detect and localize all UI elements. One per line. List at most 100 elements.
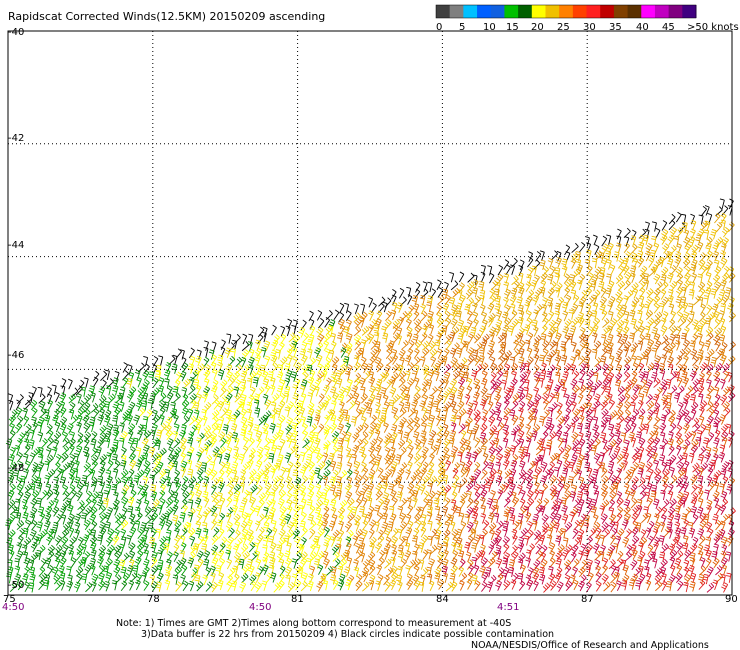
wind-barb-feather: [503, 372, 508, 375]
wind-barb-feather: [639, 373, 645, 377]
wind-barb-feather: [118, 403, 124, 407]
wind-barb: [498, 352, 506, 360]
wind-barb: [624, 335, 629, 345]
wind-barb-feather: [417, 318, 422, 323]
wind-barb-feather: [363, 362, 369, 366]
wind-barb-feather: [530, 409, 534, 414]
wind-barb-feather: [638, 318, 644, 322]
wind-barb-feather: [471, 291, 477, 294]
wind-barb-feather: [457, 404, 462, 409]
wind-barb-feather: [294, 380, 299, 384]
wind-barb-feather: [548, 273, 554, 276]
wind-barb-feather: [492, 312, 496, 317]
wind-barb-feather: [84, 397, 88, 402]
wind-barb-feather: [398, 302, 403, 305]
wind-barb-feather: [408, 306, 413, 311]
wind-barb-feather: [528, 411, 533, 416]
wind-barb: [669, 248, 677, 256]
wind-barb-feather: [260, 367, 265, 369]
wind-barb: [638, 275, 646, 284]
wind-barb-feather: [509, 358, 515, 361]
wind-barb-feather: [323, 336, 328, 341]
wind-barb: [460, 334, 464, 344]
wind-barb-feather: [360, 388, 365, 391]
wind-barb-feather: [375, 343, 380, 346]
wind-barb-feather: [163, 406, 168, 409]
wind-barb: [565, 282, 572, 290]
wind-barb-feather: [541, 369, 546, 372]
wind-barb-feather: [585, 259, 590, 261]
wind-barb: [693, 341, 696, 351]
wind-barb: [663, 275, 667, 285]
wind-barb: [691, 238, 696, 247]
wind-barb-feather: [263, 393, 269, 397]
wind-barb-feather: [83, 377, 89, 380]
wind-barb-feather: [533, 389, 538, 392]
wind-barb-feather: [534, 294, 539, 298]
wind-barb-feather: [105, 411, 110, 415]
wind-barb-feather: [193, 404, 199, 407]
wind-barb-feather: [696, 329, 702, 332]
wind-barb-feather: [370, 387, 375, 391]
wind-barb-feather: [668, 348, 673, 352]
wind-barb-feather: [634, 342, 639, 347]
wind-barb-feather: [721, 243, 727, 246]
wind-barb-feather: [655, 357, 660, 361]
wind-barb-feather: [571, 258, 577, 262]
wind-barb-feather: [226, 365, 231, 369]
wind-barb-feather: [666, 392, 672, 395]
wind-barb: [698, 334, 703, 344]
wind-barb-feather: [624, 346, 629, 349]
wind-barb-feather: [550, 287, 555, 292]
wind-barb-feather: [281, 358, 286, 362]
wind-barb-feather: [236, 409, 241, 414]
wind-barb-feather: [663, 325, 668, 329]
wind-barb-feather: [458, 411, 463, 416]
wind-barb-feather: [547, 260, 553, 263]
wind-barb-feather: [335, 356, 340, 361]
wind-barb-feather: [576, 281, 582, 285]
wind-barb-feather: [562, 354, 567, 357]
wind-barb-feather: [289, 344, 294, 348]
wind-barb-feather: [707, 328, 712, 333]
wind-barb-feather: [526, 404, 531, 408]
wind-barb-feather: [222, 386, 227, 391]
wind-barb-feather: [404, 396, 410, 399]
wind-barb-feather: [586, 267, 591, 271]
wind-barb: [333, 401, 337, 411]
wind-barb-feather: [513, 310, 518, 314]
wind-barb-feather: [462, 325, 467, 330]
wind-barb-feather: [472, 281, 478, 285]
wind-barb-feather: [607, 327, 612, 331]
wind-barb-feather: [382, 337, 387, 340]
wind-barb-feather: [647, 365, 652, 370]
wind-barb-feather: [360, 303, 365, 306]
wind-barb-feather: [343, 409, 348, 412]
wind-barb-feather: [462, 408, 467, 413]
wind-barb: [624, 320, 629, 330]
wind-barb-feather: [630, 309, 636, 312]
wind-barb-feather: [450, 331, 455, 334]
wind-barb-feather: [377, 356, 382, 360]
wind-barb-feather: [190, 401, 195, 405]
wind-barb: [557, 300, 565, 308]
wind-barb-feather: [456, 304, 462, 308]
wind-barb-feather: [533, 311, 538, 315]
wind-barb-feather: [490, 314, 494, 319]
wind-barb-feather: [569, 285, 574, 289]
wind-barb-feather: [392, 366, 397, 371]
wind-barb-feather: [564, 283, 569, 287]
wind-barb-feather: [608, 313, 613, 316]
wind-barb-feather: [437, 360, 442, 364]
wind-barb-feather: [601, 334, 607, 337]
wind-barb: [518, 267, 524, 276]
wind-barb-feather: [325, 359, 330, 363]
wind-barb: [488, 350, 495, 359]
wind-barb: [661, 319, 667, 328]
wind-barb-feather: [126, 382, 131, 385]
wind-barb-feather: [483, 396, 488, 401]
wind-barb-feather: [504, 353, 509, 358]
wind-barb-feather: [341, 347, 347, 351]
wind-barb-feather: [513, 320, 518, 325]
wind-barb-feather: [498, 336, 502, 341]
